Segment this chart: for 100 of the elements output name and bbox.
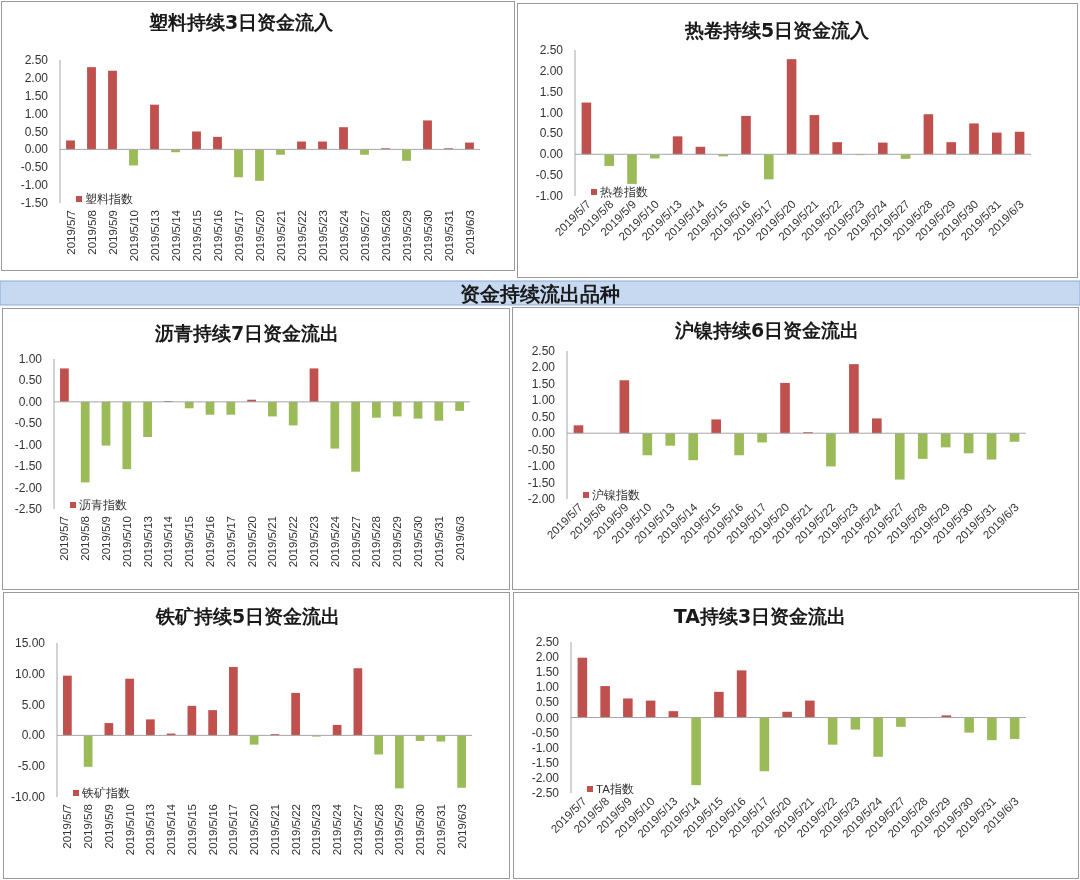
y-tick-label: 0.50 [539,126,563,141]
y-tick-label: -0.50 [527,442,555,457]
x-tick-label: 2019/5/9 [106,210,119,255]
y-tick-label: -1.50 [527,475,555,490]
y-tick-label: -1.00 [20,178,48,193]
x-tick-label: 2019/5/20 [245,516,258,568]
x-tick-label: 2019/6/3 [453,516,466,561]
x-tick-label: 2019/5/8 [79,516,92,561]
y-tick-label: 1.50 [24,88,48,103]
title: 塑料持续3日资金流入 [148,11,334,33]
x-tick-label: 2019/5/14 [165,804,178,856]
y-tick-label: 1.50 [539,84,563,99]
y-tick-label: 1.00 [24,106,48,121]
y-tick-label: 1.00 [539,105,563,120]
x-tick-label: 2019/5/7 [58,516,71,561]
x-tick-label: 2019/6/3 [455,804,468,849]
x-tick-label: 2019/5/10 [127,210,140,262]
y-tick-label: 1.00 [531,393,555,408]
x-tick-label: 2019/5/20 [248,804,261,856]
y-tick-label: 0.50 [531,409,555,424]
y-tick-label: -0.50 [20,160,48,175]
y-tick-label: 2.00 [535,650,559,665]
y-tick-label: -0.50 [531,725,559,740]
y-tick-label: -2.50 [14,502,42,516]
y-tick-label: -1.50 [20,196,48,210]
x-tick-label: 2019/5/29 [393,804,406,856]
y-tick-label: -2.00 [527,492,555,506]
x-tick-label: 2019/5/7 [61,804,74,849]
x-tick-label: 2019/5/8 [82,804,95,849]
title: 铁矿持续5日资金流出 [155,605,341,627]
x-tick-label: 2019/5/31 [432,516,445,568]
y-tick-label: 2.00 [24,70,48,85]
x-tick-label: 2019/5/15 [183,516,196,568]
title: 沪镍持续6日资金流出 [674,319,860,341]
y-tick-label: 0.00 [24,142,48,157]
x-tick-label: 2019/5/13 [144,804,157,856]
y-tick-label: -1.00 [535,189,563,203]
x-tick-label: 2019/5/16 [206,804,219,856]
y-tick-label: 2.50 [539,43,563,57]
x-tick-label: 2019/5/28 [370,516,383,568]
x-tick-label: 2019/5/17 [224,516,237,568]
x-tick-label: 2019/5/31 [442,210,455,262]
x-tick-label: 2019/5/27 [358,210,371,262]
legend-label: 铁矿指数 [82,787,130,799]
x-tick-label: 2019/5/17 [232,210,245,262]
x-tick-label: 2019/5/23 [316,210,329,262]
y-tick-label: 5.00 [21,697,45,712]
y-tick-label: -1.00 [527,459,555,474]
y-tick-label: 0.00 [535,710,559,725]
x-tick-label: 2019/5/15 [190,210,203,262]
title: 热卷持续5日资金流入 [684,19,870,41]
y-tick-label: 2.00 [539,63,563,78]
y-tick-label: 0.50 [18,373,42,388]
y-tick-label: -0.50 [14,416,42,431]
y-tick-label: -2.50 [531,786,559,800]
x-tick-label: 2019/5/27 [351,804,364,856]
y-tick-label: -0.50 [535,168,563,183]
y-tick-label: -2.00 [14,480,42,495]
y-tick-label: 2.50 [24,53,48,67]
x-tick-label: 2019/5/24 [337,210,350,262]
x-tick-label: 2019/5/7 [64,210,77,255]
legend-label: TA指数 [596,783,634,795]
x-tick-label: 2019/5/13 [148,210,161,262]
x-tick-label: 2019/5/10 [120,516,133,568]
title: TA持续3日资金流出 [673,605,847,627]
x-tick-label: 2019/5/27 [349,516,362,568]
x-tick-label: 2019/5/16 [204,516,216,568]
x-tick-label: 2019/5/30 [414,804,427,856]
y-tick-label: 10.00 [14,666,45,681]
x-tick-label: 2019/5/14 [169,210,182,262]
y-tick-label: 15.00 [14,636,45,650]
y-tick-label: 1.50 [535,665,559,680]
title: 资金持续流出品种 [460,282,620,306]
y-tick-label: 0.50 [535,695,559,710]
x-tick-label: 2019/5/22 [287,516,300,568]
x-tick-label: 2019/5/17 [227,804,240,856]
x-tick-label: 2019/5/30 [421,210,434,262]
x-tick-label: 2019/5/15 [185,804,198,856]
y-tick-label: 2.00 [531,360,555,375]
x-tick-label: 2019/5/13 [141,516,154,568]
x-tick-label: 2019/5/29 [391,516,404,568]
y-tick-label: -2.00 [531,770,559,785]
x-tick-label: 2019/5/30 [412,516,424,568]
x-tick-label: 2019/5/23 [310,804,323,856]
x-tick-label: 2019/5/31 [434,804,447,856]
x-tick-label: 2019/5/9 [100,516,112,561]
x-tick-label: 2019/5/28 [372,804,385,856]
legend-label: 塑料指数 [85,193,133,205]
legend-label: 沥青指数 [79,499,127,511]
x-tick-label: 2019/5/22 [289,804,302,856]
x-tick-label: 2019/5/21 [274,210,287,262]
legend-label: 沪镍指数 [592,489,640,501]
y-tick-label: -1.00 [531,740,559,755]
y-tick-label: 0.00 [531,426,555,441]
y-tick-label: 0.50 [24,124,48,139]
x-tick-label: 2019/5/24 [331,804,344,856]
x-tick-label: 2019/5/9 [102,804,115,849]
x-tick-label: 2019/5/29 [400,210,413,262]
y-tick-label: -5.00 [17,759,45,774]
x-tick-label: 2019/6/3 [463,210,476,255]
